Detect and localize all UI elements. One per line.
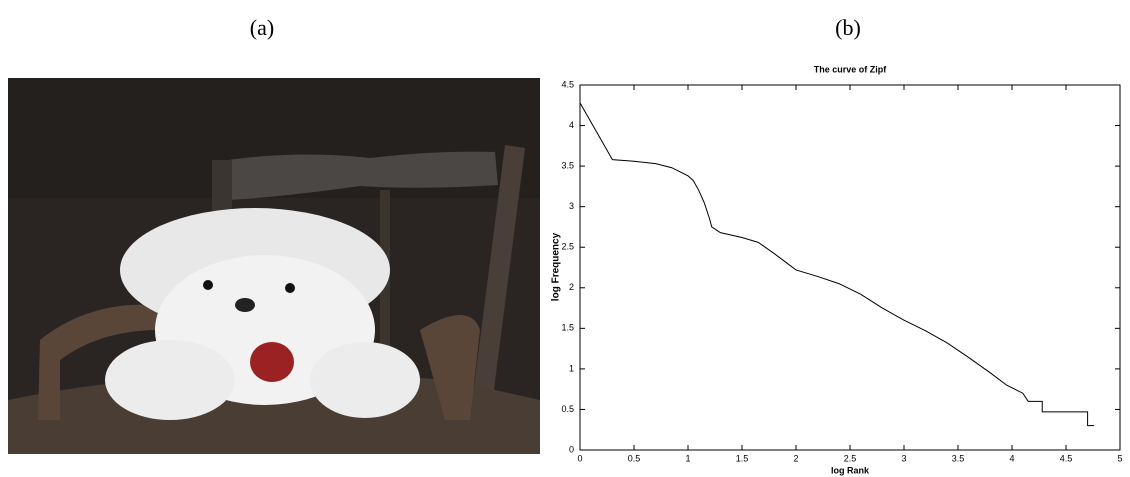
y-tick-label: 3 <box>569 201 574 211</box>
x-axis-label: log Rank <box>831 465 870 475</box>
y-tick-label: 4.5 <box>561 79 574 89</box>
y-tick-label: 2.5 <box>561 242 574 252</box>
x-tick-label: 4 <box>1009 453 1014 463</box>
x-tick-label: 2 <box>793 453 798 463</box>
chart-title: The curve of Zipf <box>814 64 888 74</box>
x-tick-label: 3 <box>901 453 906 463</box>
x-tick-label: 0 <box>577 453 582 463</box>
panel-label: (a) <box>250 15 274 40</box>
y-axis-label: log Frequency <box>551 232 562 301</box>
x-tick-label: 0.5 <box>628 453 641 463</box>
y-tick-label: 0.5 <box>561 404 574 414</box>
y-tick-label: 4 <box>569 120 574 130</box>
y-tick-label: 1.5 <box>561 323 574 333</box>
y-tick-label: 2 <box>569 282 574 292</box>
y-tick-label: 0 <box>569 444 574 454</box>
figure: (a) (b) The curve of Zipf log Rank log F… <box>0 0 1130 477</box>
x-tick-label: 4.5 <box>1060 453 1073 463</box>
plot-frame <box>580 85 1120 450</box>
x-tick-label: 1 <box>685 453 690 463</box>
x-tick-label: 5 <box>1117 453 1122 463</box>
x-tick-label: 2.5 <box>844 453 857 463</box>
page: (a) (b) The curve of Zipf log Rank log F… <box>0 0 1130 477</box>
y-tick-label: 3.5 <box>561 160 574 170</box>
y-tick-label: 1 <box>569 363 574 373</box>
x-tick-label: 3.5 <box>952 453 965 463</box>
photo <box>8 78 540 454</box>
line <box>580 103 1094 426</box>
panel-label: (b) <box>835 15 861 40</box>
x-tick-label: 1.5 <box>736 453 749 463</box>
